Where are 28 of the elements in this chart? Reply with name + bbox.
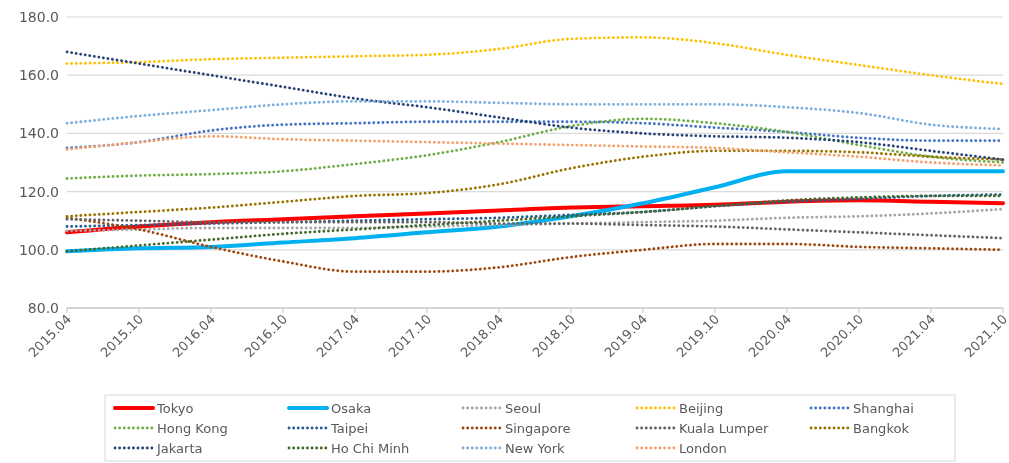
legend-label: Taipei <box>330 420 369 436</box>
line-series <box>65 169 1005 254</box>
y-tick-label: 80.0 <box>27 299 59 316</box>
legend-label: Ho Chi Minh <box>331 440 410 456</box>
legend-label: Hong Kong <box>157 420 228 436</box>
line-series <box>65 117 1005 180</box>
y-tick-label: 100.0 <box>18 241 59 258</box>
y-tick-label: 120.0 <box>18 183 59 200</box>
legend-label: Kuala Lumper <box>679 420 769 436</box>
y-tick-label: 180.0 <box>18 8 59 25</box>
legend-label: Shanghai <box>853 400 914 416</box>
line-series <box>65 207 1005 233</box>
legend-label: Beijing <box>679 400 724 416</box>
line-series <box>65 35 1005 86</box>
legend-label: Seoul <box>505 400 542 416</box>
legend-label: Osaka <box>331 400 372 416</box>
line-series <box>65 217 1005 240</box>
line-series <box>65 149 1005 218</box>
legend-label: Tokyo <box>156 400 194 416</box>
legend-label: Jakarta <box>156 440 203 456</box>
legend-label: New York <box>505 440 565 456</box>
line-series <box>65 50 1005 161</box>
y-tick-label: 160.0 <box>18 67 59 84</box>
legend-label: London <box>679 440 727 456</box>
line-series <box>65 193 1005 228</box>
y-tick-label: 140.0 <box>18 125 59 142</box>
legend-label: Bangkok <box>853 420 910 436</box>
legend-label: Singapore <box>505 420 571 436</box>
